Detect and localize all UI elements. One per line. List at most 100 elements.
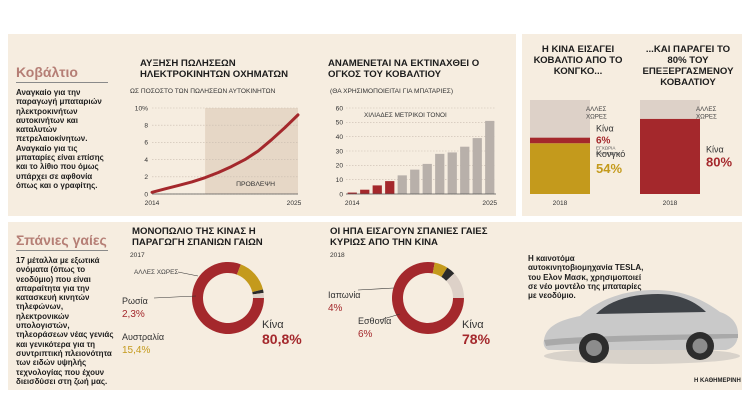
rare-earths-heading: Σπάνιες γαίες <box>16 232 107 248</box>
cobalt-volume-subtitle: (ΘΑ ΧΡΗΣΙΜΟΠΟΙΕΙΤΑΙ ΓΙΑ ΜΠΑΤΑΡΙΕΣ) <box>330 88 454 95</box>
donut-name-label: Κίνα <box>262 319 284 331</box>
donut-other-label: ΑΛΛΕΣ ΧΩΡΕΣ <box>134 269 178 276</box>
stacked-legend-line: ΑΛΛΕΣ <box>696 106 717 113</box>
ev-sales-line-chart: 10% 8 6 4 2 0 ΠΡΟΒΛΕΨΗ 2014 2025 <box>135 105 302 207</box>
us-imports-year: 2018 <box>330 252 345 259</box>
congo-import-title: Η ΚΙΝΑ ΕΙΣΑΓΕΙ ΚΟΒΑΛΤΙΟ ΑΠΟ ΤΟ ΚΟΝΓΚΟ... <box>533 44 623 77</box>
ev-x-start-label: 2014 <box>145 200 160 207</box>
cobalt-description: Αναγκαίο για την παραγωγή μπαταριών ηλεκ… <box>16 88 104 190</box>
cobalt-bar <box>385 181 395 194</box>
donut-name-label: Αυστραλία <box>122 332 164 342</box>
donut-slice <box>252 289 264 295</box>
stacked-legend-label: ΑΛΛΕΣ ΧΩΡΕΣ <box>586 106 607 121</box>
stacked-legend-line: ΧΩΡΕΣ <box>586 114 607 121</box>
cobalt-ytick-label: 50 <box>336 120 344 127</box>
donut-slice <box>236 264 263 293</box>
donut-slice <box>432 262 448 277</box>
cobalt-bar <box>485 120 495 194</box>
stacked-category-label: 2018 <box>553 200 568 207</box>
stacked-segment <box>530 100 590 138</box>
stacked-note-label: ΕΓΧΩΡΙΑ ΠΑΡΑΓΩΓΗ <box>596 146 620 156</box>
cobalt-bar <box>360 189 370 194</box>
newspaper-credit: Η ΚΑΘΗΜΕΡΙΝΗ <box>694 378 741 384</box>
tesla-car-image <box>543 290 740 364</box>
donut-value-label: 78% <box>462 331 491 347</box>
donut-slice <box>192 262 264 334</box>
processed-cobalt-title: ...ΚΑΙ ΠΑΡΑΓΕΙ ΤΟ 80% ΤΟΥ ΕΠΕΞΕΡΓΑΣΜΕΝΟΥ… <box>642 44 734 88</box>
congo-import-stacked-bar: 2018 Κονγκό 54% Κίνα 6%ΕΓΧΩΡΙΑ ΠΑΡΑΓΩΓΗ ΑΛΛΕΣ Χ… <box>530 100 625 207</box>
cobalt-ytick-label: 10 <box>336 177 344 184</box>
rare-earths-description: 17 μέταλλα με εξωτικά ονόματα (όπως το ν… <box>16 256 114 386</box>
cobalt-volume-title: ΑΝΑΜΕΝΕΤΑΙ ΝΑ ΕΚΤΙΝΑΧΘΕΙ Ο ΟΓΚΟΣ ΤΟΥ ΚΟΒ… <box>328 58 480 80</box>
rare-earths-heading-rule <box>16 250 108 251</box>
cobalt-bar <box>460 146 470 194</box>
stacked-value-label: 54% <box>596 161 622 176</box>
cobalt-ytick-label: 40 <box>336 134 344 141</box>
ev-sales-title: ΑΥΞΗΣΗ ΠΩΛΗΣΕΩΝ ΗΛΕΚΤΡΟΚΙΝΗΤΩΝ ΟΧΗΜΑΤΩΝ <box>140 58 289 80</box>
cobalt-bar <box>347 192 357 194</box>
stacked-legend-line: ΧΩΡΕΣ <box>696 114 717 121</box>
cobalt-unit-label: ΧΙΛΙΑΔΕΣ ΜΕΤΡΙΚΟΙ ΤΟΝΟΙ <box>364 112 447 119</box>
stacked-legend-label: Κίνα <box>706 144 724 154</box>
donut-leader-line <box>357 287 395 291</box>
cobalt-ytick-label: 30 <box>336 148 344 155</box>
donut-value-label: 4% <box>328 303 343 314</box>
stacked-segment <box>640 118 700 194</box>
stacked-value-label: 80% <box>706 154 732 169</box>
forecast-shading <box>205 108 298 194</box>
rare-production-year: 2017 <box>130 252 145 259</box>
rare-production-title: ΜΟΝΟΠΩΛΙΟ ΤΗΣ ΚΙΝΑΣ Η ΠΑΡΑΓΩΓΗ ΣΠΑΝΙΩΝ Γ… <box>132 226 263 248</box>
ev-ytick-label: 2 <box>144 174 148 181</box>
cobalt-ytick-label: 20 <box>336 163 344 170</box>
donut-value-label: 80,8% <box>262 331 302 347</box>
donut-value-label: 2,3% <box>122 309 145 320</box>
donut-name-label: Ιαπωνία <box>328 290 361 300</box>
ev-x-end-label: 2025 <box>287 200 302 207</box>
donut-name-label: Εσθονία <box>358 316 391 326</box>
cobalt-bar <box>397 175 407 194</box>
stacked-note-line: ΠΑΡΑΓΩΓΗ <box>596 151 620 156</box>
donut-value-label: 15,4% <box>122 345 150 356</box>
donut-leader-line <box>177 271 199 277</box>
stacked-note-line: ΕΓΧΩΡΙΑ <box>596 146 616 151</box>
cobalt-bar <box>410 169 420 194</box>
ev-ytick-label: 10% <box>135 105 148 112</box>
cobalt-heading-rule <box>16 82 108 83</box>
stacked-segment <box>530 143 590 194</box>
ev-sales-subtitle: ΩΣ ΠΟΣΟΣΤΟ ΤΩΝ ΠΩΛΗΣΕΩΝ ΑΥΤΟΚΙΝΗΤΩΝ <box>130 88 276 95</box>
ev-sales-line <box>150 113 300 194</box>
ev-ytick-label: 4 <box>144 157 148 164</box>
ev-ytick-label: 8 <box>144 123 148 130</box>
cobalt-ytick-label: 60 <box>336 105 344 112</box>
top-divider <box>8 216 742 217</box>
donut-slice <box>252 292 264 298</box>
stacked-segment <box>530 137 590 144</box>
donut-slice <box>441 267 455 281</box>
donut-leader-line <box>379 313 401 321</box>
stacked-legend-label: ΑΛΛΕΣ ΧΩΡΕΣ <box>696 106 717 121</box>
cobalt-bar <box>472 138 482 194</box>
cobalt-bar <box>372 185 382 194</box>
donut-slice <box>446 273 464 298</box>
cobalt-volume-bar-chart: 60 50 40 30 20 10 0 ΧΙΛΙΑΔΕΣ ΜΕΤΡΙΚΟΙ ΤΟΝΟΙ 2014… <box>336 105 498 207</box>
stacked-category-label: 2018 <box>663 200 678 207</box>
stacked-legend-label: Κίνα <box>596 124 614 134</box>
donut-slice <box>392 262 464 334</box>
donut-value-label: 6% <box>358 329 373 340</box>
cobalt-x-start-label: 2014 <box>345 200 360 207</box>
cobalt-bar <box>447 152 457 194</box>
cobalt-heading: Κοβάλτιο <box>16 64 78 80</box>
forecast-label: ΠΡΟΒΛΕΨΗ <box>236 181 275 188</box>
stacked-segment <box>640 100 700 119</box>
us-imports-title: ΟΙ ΗΠΑ ΕΙΣΑΓΟΥΝ ΣΠΑΝΙΕΣ ΓΑΙΕΣ ΚΥΡΙΩΣ ΑΠΟ… <box>330 226 488 248</box>
donut-name-label: Κίνα <box>462 319 484 331</box>
cobalt-bar <box>422 163 432 194</box>
ev-ytick-label: 6 <box>144 140 148 147</box>
donut-name-label: Ρωσία <box>122 296 148 306</box>
stacked-value-label: 6% <box>596 136 611 147</box>
ev-ytick-label: 0 <box>144 191 148 198</box>
